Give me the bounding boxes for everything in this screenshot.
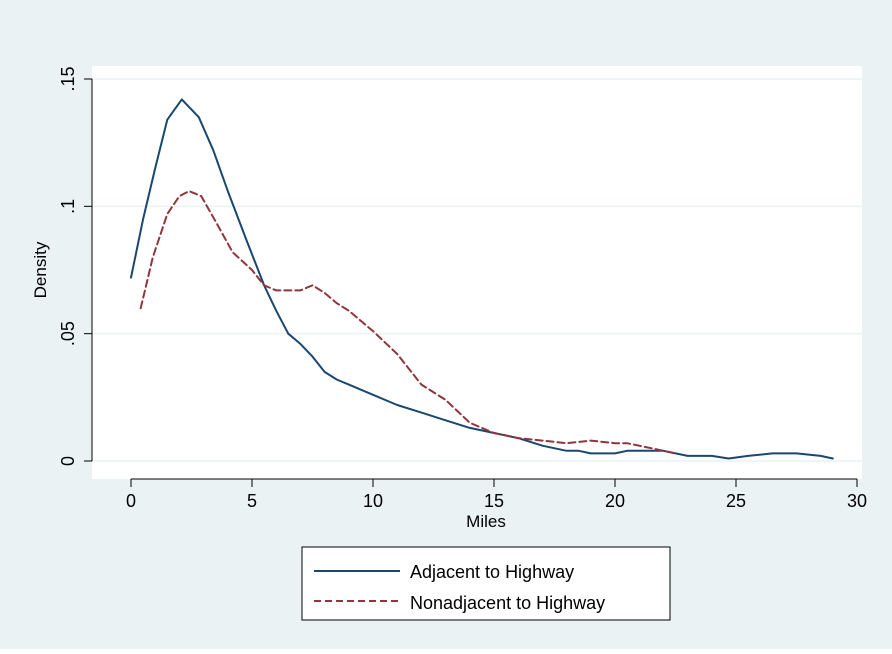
y-axis-label: Density — [31, 241, 50, 298]
gridlines — [92, 78, 862, 462]
legend-label-nonadjacent: Nonadjacent to Highway — [410, 593, 605, 613]
x-tick-label-1: 5 — [247, 491, 257, 511]
y-tick-label-0: 0 — [58, 456, 78, 466]
x-tick-label-6: 30 — [847, 491, 867, 511]
plot-region — [92, 66, 862, 479]
data-series — [130, 98, 834, 460]
x-tick-label-0: 0 — [126, 491, 136, 511]
x-tick-label-4: 20 — [605, 491, 625, 511]
series-line-1 — [139, 190, 677, 455]
x-tick-label-5: 25 — [726, 491, 746, 511]
y-tick-label-2: .1 — [58, 199, 78, 214]
axes: 0 .05 .1 .15 0 5 10 15 20 25 30 — [58, 66, 867, 511]
x-tick-label-2: 10 — [363, 491, 383, 511]
series-line-0 — [130, 98, 834, 460]
legend-box — [301, 546, 671, 621]
x-axis-label: Miles — [466, 512, 506, 531]
legend-label-adjacent: Adjacent to Highway — [410, 562, 574, 582]
x-tick-label-3: 15 — [484, 491, 504, 511]
legend: Adjacent to Highway Nonadjacent to Highw… — [301, 546, 671, 621]
y-tick-label-3: .15 — [58, 66, 78, 91]
y-tick-label-1: .05 — [58, 321, 78, 346]
